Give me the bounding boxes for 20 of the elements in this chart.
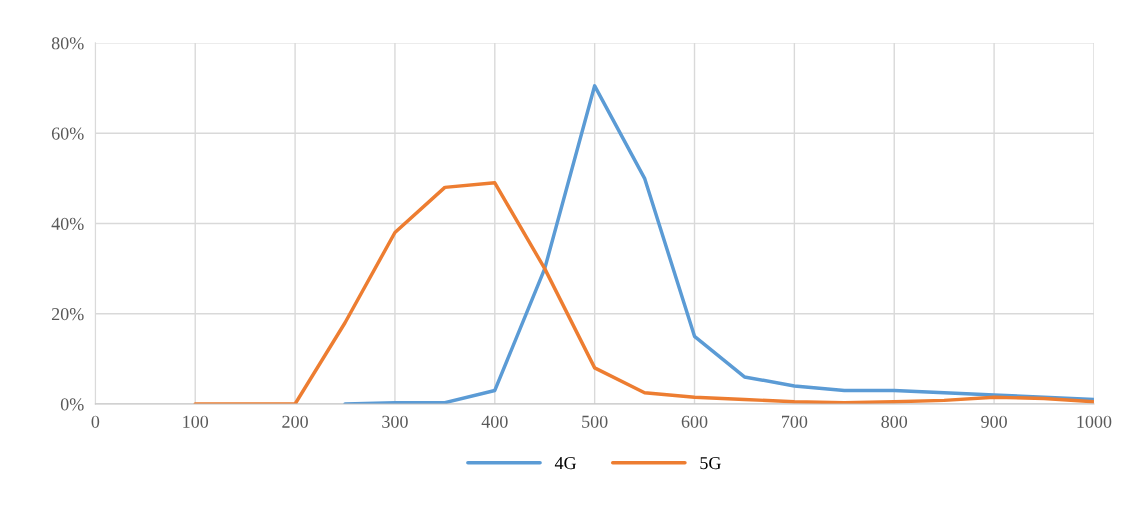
legend-label: 4G (554, 457, 577, 470)
x-tick-label: 1000 (1077, 415, 1112, 428)
x-tick-label: 800 (881, 415, 908, 428)
x-tick-label: 200 (282, 415, 308, 428)
x-tick-label: 100 (183, 415, 209, 428)
x-tick-label: 300 (382, 415, 408, 428)
line-series (193, 181, 1094, 404)
x-tick-label: 500 (582, 415, 608, 428)
y-tick-label: 20% (51, 307, 84, 321)
line-series (343, 84, 1094, 404)
legend-label: 5G (700, 457, 721, 470)
y-tick-label: 0% (60, 398, 84, 411)
y-tick-label: 60% (51, 127, 84, 140)
x-tick-label: 0 (91, 415, 100, 428)
y-tick-label: 40% (51, 217, 84, 230)
x-tick-label: 600 (681, 415, 708, 428)
y-tick-label: 80% (51, 37, 84, 50)
x-tick-label: 400 (481, 415, 508, 428)
x-tick-label: 700 (782, 415, 808, 428)
x-tick-label: 900 (981, 415, 1007, 428)
